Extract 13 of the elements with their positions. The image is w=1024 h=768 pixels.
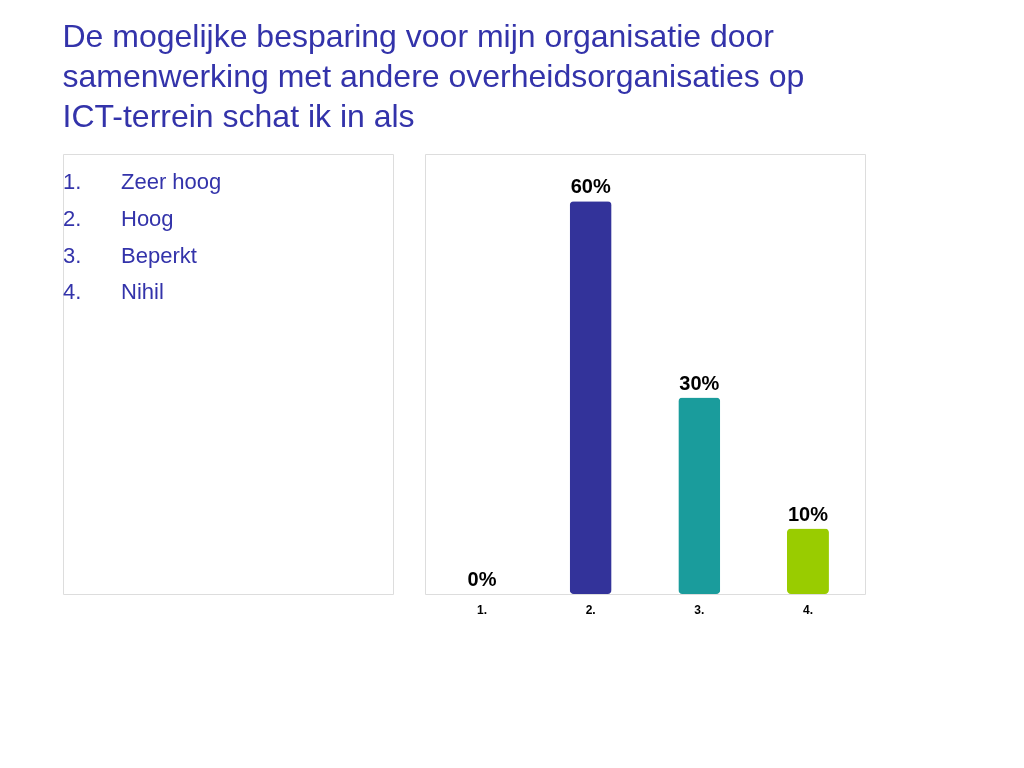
- x-tick-label: 3.: [694, 602, 705, 617]
- text: 4. Nihil: [63, 279, 164, 305]
- text: 3. Beperkt: [63, 242, 197, 268]
- text: 2. Hoog: [63, 206, 174, 231]
- x-tick-label: 2.: [585, 602, 596, 617]
- data-label: 60%: [570, 175, 611, 198]
- text: 1. Zeer hoog: [63, 169, 222, 195]
- data-label: 10%: [787, 502, 829, 525]
- data-label: 0%: [467, 568, 497, 590]
- x-tick-label: 1.: [477, 602, 488, 617]
- x-tick-label: 4.: [802, 602, 813, 617]
- data-label: 30%: [679, 371, 720, 394]
- chart-title: De mogelijke besparing voor mijn organisatie door samenwerking met andere overheidsorganisaties op ICT-terrein schat ik in als: [62, 17, 805, 134]
